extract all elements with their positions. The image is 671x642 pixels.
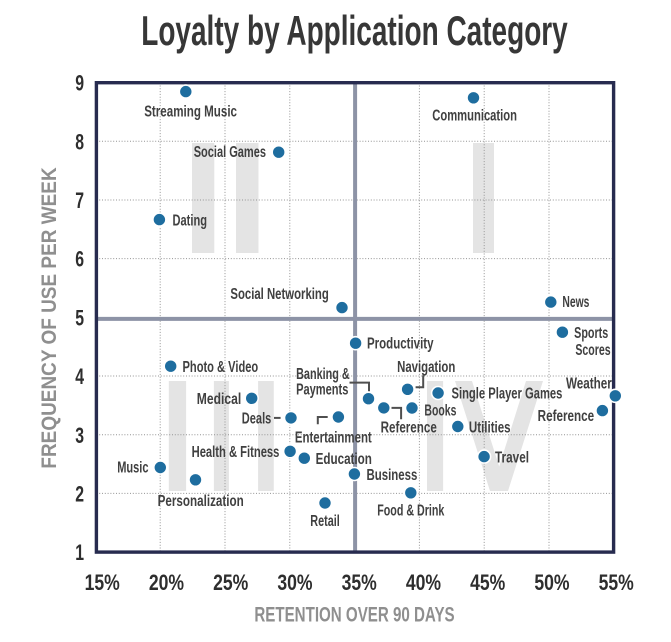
svg-text:Communication: Communication xyxy=(432,107,517,124)
svg-text:Education: Education xyxy=(316,451,372,468)
svg-text:2: 2 xyxy=(75,481,84,506)
svg-text:Food & Drink: Food & Drink xyxy=(377,503,444,520)
svg-text:Music: Music xyxy=(117,459,148,476)
svg-text:RETENTION OVER 90 DAYS: RETENTION OVER 90 DAYS xyxy=(254,603,454,627)
svg-text:40%: 40% xyxy=(406,570,441,595)
svg-text:20%: 20% xyxy=(149,570,184,595)
svg-text:15%: 15% xyxy=(85,570,120,595)
svg-text:Medical: Medical xyxy=(197,391,241,408)
svg-text:7: 7 xyxy=(75,188,84,213)
svg-text:Social Networking: Social Networking xyxy=(230,286,328,303)
svg-text:Photo & Video: Photo & Video xyxy=(183,359,259,376)
svg-text:Loyalty by Application Categor: Loyalty by Application Category xyxy=(141,7,568,54)
svg-text:4: 4 xyxy=(75,364,84,389)
svg-text:5: 5 xyxy=(75,305,84,330)
svg-text:Scores: Scores xyxy=(575,342,610,359)
svg-text:6: 6 xyxy=(75,247,84,272)
svg-text:Dating: Dating xyxy=(173,212,208,229)
svg-text:Sports: Sports xyxy=(574,325,608,342)
svg-text:1: 1 xyxy=(75,540,84,565)
svg-text:Health & Fitness: Health & Fitness xyxy=(192,444,280,461)
svg-text:Retail: Retail xyxy=(310,513,340,530)
svg-text:45%: 45% xyxy=(470,570,505,595)
svg-text:55%: 55% xyxy=(599,570,634,595)
svg-text:Personalization: Personalization xyxy=(158,493,244,510)
svg-text:FREQUENCY OF USE PER WEEK: FREQUENCY OF USE PER WEEK xyxy=(37,167,61,469)
svg-text:Banking &: Banking & xyxy=(296,366,350,383)
svg-text:25%: 25% xyxy=(213,570,248,595)
svg-text:8: 8 xyxy=(75,129,84,154)
svg-text:Single Player Games: Single Player Games xyxy=(452,386,563,403)
svg-text:50%: 50% xyxy=(534,570,569,595)
svg-text:Business: Business xyxy=(367,467,418,484)
svg-text:35%: 35% xyxy=(342,570,377,595)
svg-text:Streaming Music: Streaming Music xyxy=(144,103,237,120)
svg-text:Books: Books xyxy=(424,402,456,419)
svg-text:Reference: Reference xyxy=(538,408,595,425)
svg-text:3: 3 xyxy=(75,423,84,448)
svg-text:Deals: Deals xyxy=(242,410,272,427)
svg-text:Utilities: Utilities xyxy=(469,419,511,436)
svg-text:Social Games: Social Games xyxy=(194,144,266,161)
svg-text:30%: 30% xyxy=(277,570,312,595)
svg-text:Travel: Travel xyxy=(495,449,529,466)
svg-text:News: News xyxy=(562,294,589,311)
svg-text:Weather: Weather xyxy=(566,376,612,393)
svg-text:Productivity: Productivity xyxy=(367,336,434,353)
svg-text:Payments: Payments xyxy=(296,381,348,398)
svg-text:Reference: Reference xyxy=(381,419,437,436)
svg-text:Navigation: Navigation xyxy=(397,359,455,376)
svg-text:9: 9 xyxy=(75,71,84,96)
svg-text:Entertainment: Entertainment xyxy=(295,429,372,446)
